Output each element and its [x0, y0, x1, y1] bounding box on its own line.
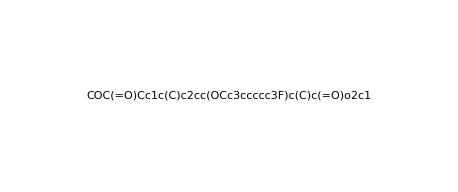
Text: COC(=O)Cc1c(C)c2cc(OCc3ccccc3F)c(C)c(=O)o2c1: COC(=O)Cc1c(C)c2cc(OCc3ccccc3F)c(C)c(=O)…	[87, 91, 371, 101]
